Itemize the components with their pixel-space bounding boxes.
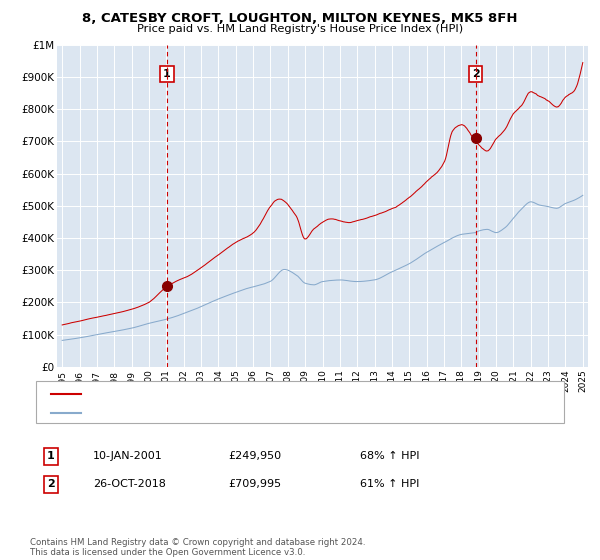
Text: 68% ↑ HPI: 68% ↑ HPI <box>360 451 419 461</box>
Text: 8, CATESBY CROFT, LOUGHTON, MILTON KEYNES, MK5 8FH: 8, CATESBY CROFT, LOUGHTON, MILTON KEYNE… <box>82 12 518 25</box>
Text: 61% ↑ HPI: 61% ↑ HPI <box>360 479 419 489</box>
Text: 2: 2 <box>47 479 55 489</box>
Text: 10-JAN-2001: 10-JAN-2001 <box>93 451 163 461</box>
Text: 2: 2 <box>472 69 479 79</box>
Text: 1: 1 <box>163 69 171 79</box>
Text: 1: 1 <box>47 451 55 461</box>
Text: £709,995: £709,995 <box>228 479 281 489</box>
Text: HPI: Average price, detached house, Milton Keynes: HPI: Average price, detached house, Milt… <box>87 408 336 418</box>
Text: 8, CATESBY CROFT, LOUGHTON, MILTON KEYNES, MK5 8FH (detached house): 8, CATESBY CROFT, LOUGHTON, MILTON KEYNE… <box>87 389 463 399</box>
Text: 26-OCT-2018: 26-OCT-2018 <box>93 479 166 489</box>
Text: Contains HM Land Registry data © Crown copyright and database right 2024.
This d: Contains HM Land Registry data © Crown c… <box>30 538 365 557</box>
Text: Price paid vs. HM Land Registry's House Price Index (HPI): Price paid vs. HM Land Registry's House … <box>137 24 463 34</box>
Text: £249,950: £249,950 <box>228 451 281 461</box>
